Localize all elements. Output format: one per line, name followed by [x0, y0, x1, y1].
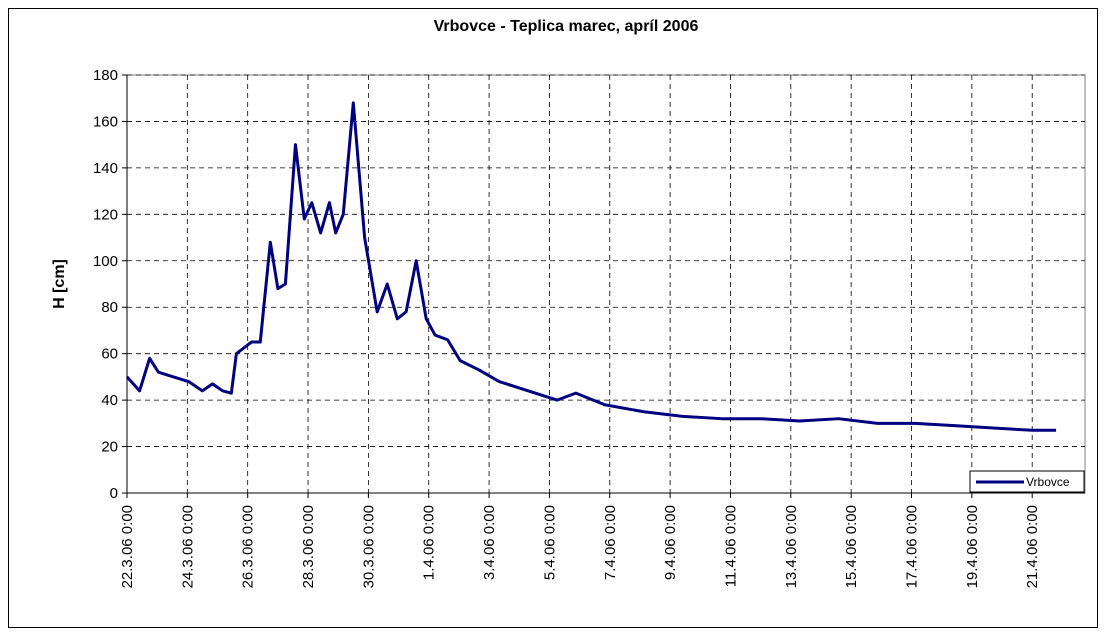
- legend-box: [969, 470, 1085, 493]
- x-tick-label: 22.3.06 0:00: [119, 505, 136, 588]
- x-tick-label: 19.4.06 0:00: [964, 505, 981, 588]
- y-tick-label: 40: [101, 392, 118, 409]
- y-tick-label: 0: [110, 485, 118, 502]
- x-tick-label: 24.3.06 0:00: [179, 505, 196, 588]
- x-tick-label: 17.4.06 0:00: [904, 505, 921, 588]
- x-tick-label: 11.4.06 0:00: [722, 505, 739, 587]
- chart-title: Vrbovce - Teplica marec, apríl 2006: [434, 18, 699, 35]
- x-tick-label: 7.4.06 0:00: [602, 505, 619, 580]
- x-tick-label: 15.4.06 0:00: [843, 505, 860, 588]
- y-axis-label: H [cm]: [51, 259, 68, 309]
- y-tick-label: 180: [93, 67, 118, 84]
- x-tick-label: 21.4.06 0:00: [1024, 505, 1041, 588]
- y-tick-label: 80: [101, 299, 118, 316]
- x-tick-label: 3.4.06 0:00: [481, 505, 498, 580]
- y-tick-label: 20: [101, 439, 118, 456]
- x-tick-label: 28.3.06 0:00: [300, 505, 317, 588]
- y-tick-label: 160: [93, 113, 118, 130]
- y-tick-label: 60: [101, 346, 118, 363]
- plot-area: [126, 74, 1086, 494]
- y-tick-label: 140: [93, 160, 118, 177]
- x-tick-label: 30.3.06 0:00: [360, 505, 377, 588]
- data-line: [125, 101, 1057, 432]
- x-tick-label: 5.4.06 0:00: [541, 505, 558, 580]
- y-tick-label: 120: [93, 206, 118, 223]
- x-tick-label: 1.4.06 0:00: [421, 505, 438, 580]
- y-tick-label: 100: [93, 253, 118, 270]
- x-tick-label: 9.4.06 0:00: [662, 505, 679, 580]
- x-tick-label: 26.3.06 0:00: [240, 505, 257, 588]
- x-tick-label: 13.4.06 0:00: [783, 505, 800, 588]
- legend-label: Vrbovce: [1026, 475, 1070, 489]
